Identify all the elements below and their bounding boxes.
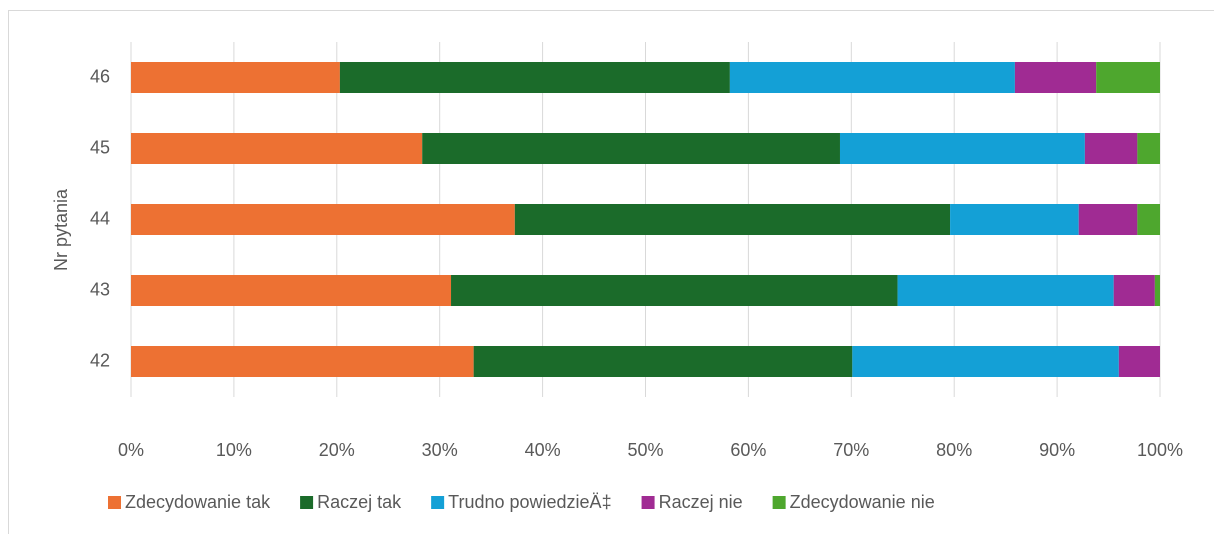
bar-segment <box>1096 62 1160 93</box>
y-tick-label: 46 <box>90 66 110 86</box>
bar-segment <box>131 275 452 306</box>
bar-segment <box>1118 346 1160 377</box>
y-tick-label: 44 <box>90 208 110 228</box>
legend-swatch <box>108 496 121 509</box>
legend-swatch <box>300 496 314 509</box>
bar-segment <box>131 204 515 235</box>
bar-segment <box>131 346 474 377</box>
bar-segment <box>839 133 1085 164</box>
bar-segment <box>451 275 898 306</box>
x-tick-label: 50% <box>627 440 663 460</box>
x-tick-label: 70% <box>833 440 869 460</box>
legend-swatch <box>431 496 445 509</box>
bar-segment <box>1137 133 1160 164</box>
legend-label: Raczej nie <box>659 492 743 512</box>
chart-frame <box>8 10 1214 534</box>
bar-segment <box>473 346 853 377</box>
bar-segment <box>729 62 1015 93</box>
legend-label: Trudno powiedzieÄ‡ <box>448 492 611 512</box>
bar-segment <box>852 346 1119 377</box>
bar-segment <box>950 204 1079 235</box>
legend-label: Zdecydowanie tak <box>125 492 271 512</box>
x-tick-label: 10% <box>216 440 252 460</box>
legend-label: Zdecydowanie nie <box>790 492 935 512</box>
bar-segment <box>897 275 1114 306</box>
bar-segment <box>1137 204 1160 235</box>
x-tick-label: 100% <box>1137 440 1183 460</box>
y-tick-label: 42 <box>90 350 110 370</box>
bar-segment <box>1113 275 1155 306</box>
bar-segment <box>1084 133 1138 164</box>
bar-segment <box>1154 275 1160 306</box>
x-tick-label: 90% <box>1039 440 1075 460</box>
x-tick-label: 30% <box>422 440 458 460</box>
bar-segment <box>339 62 730 93</box>
bar-segment <box>131 62 340 93</box>
y-tick-label: 45 <box>90 137 110 157</box>
x-tick-label: 60% <box>730 440 766 460</box>
x-tick-label: 0% <box>118 440 144 460</box>
legend-swatch <box>772 496 786 509</box>
y-tick-label: 43 <box>90 279 110 299</box>
legend-label: Raczej tak <box>317 492 402 512</box>
bar-segment <box>1078 204 1138 235</box>
legend-swatch <box>641 496 655 509</box>
y-axis-label: Nr pytania <box>51 188 71 271</box>
x-tick-label: 40% <box>525 440 561 460</box>
x-tick-label: 80% <box>936 440 972 460</box>
bar-segment <box>131 133 423 164</box>
bar-segment <box>422 133 840 164</box>
x-tick-label: 20% <box>319 440 355 460</box>
bar-segment <box>514 204 951 235</box>
bar-segment <box>1014 62 1097 93</box>
